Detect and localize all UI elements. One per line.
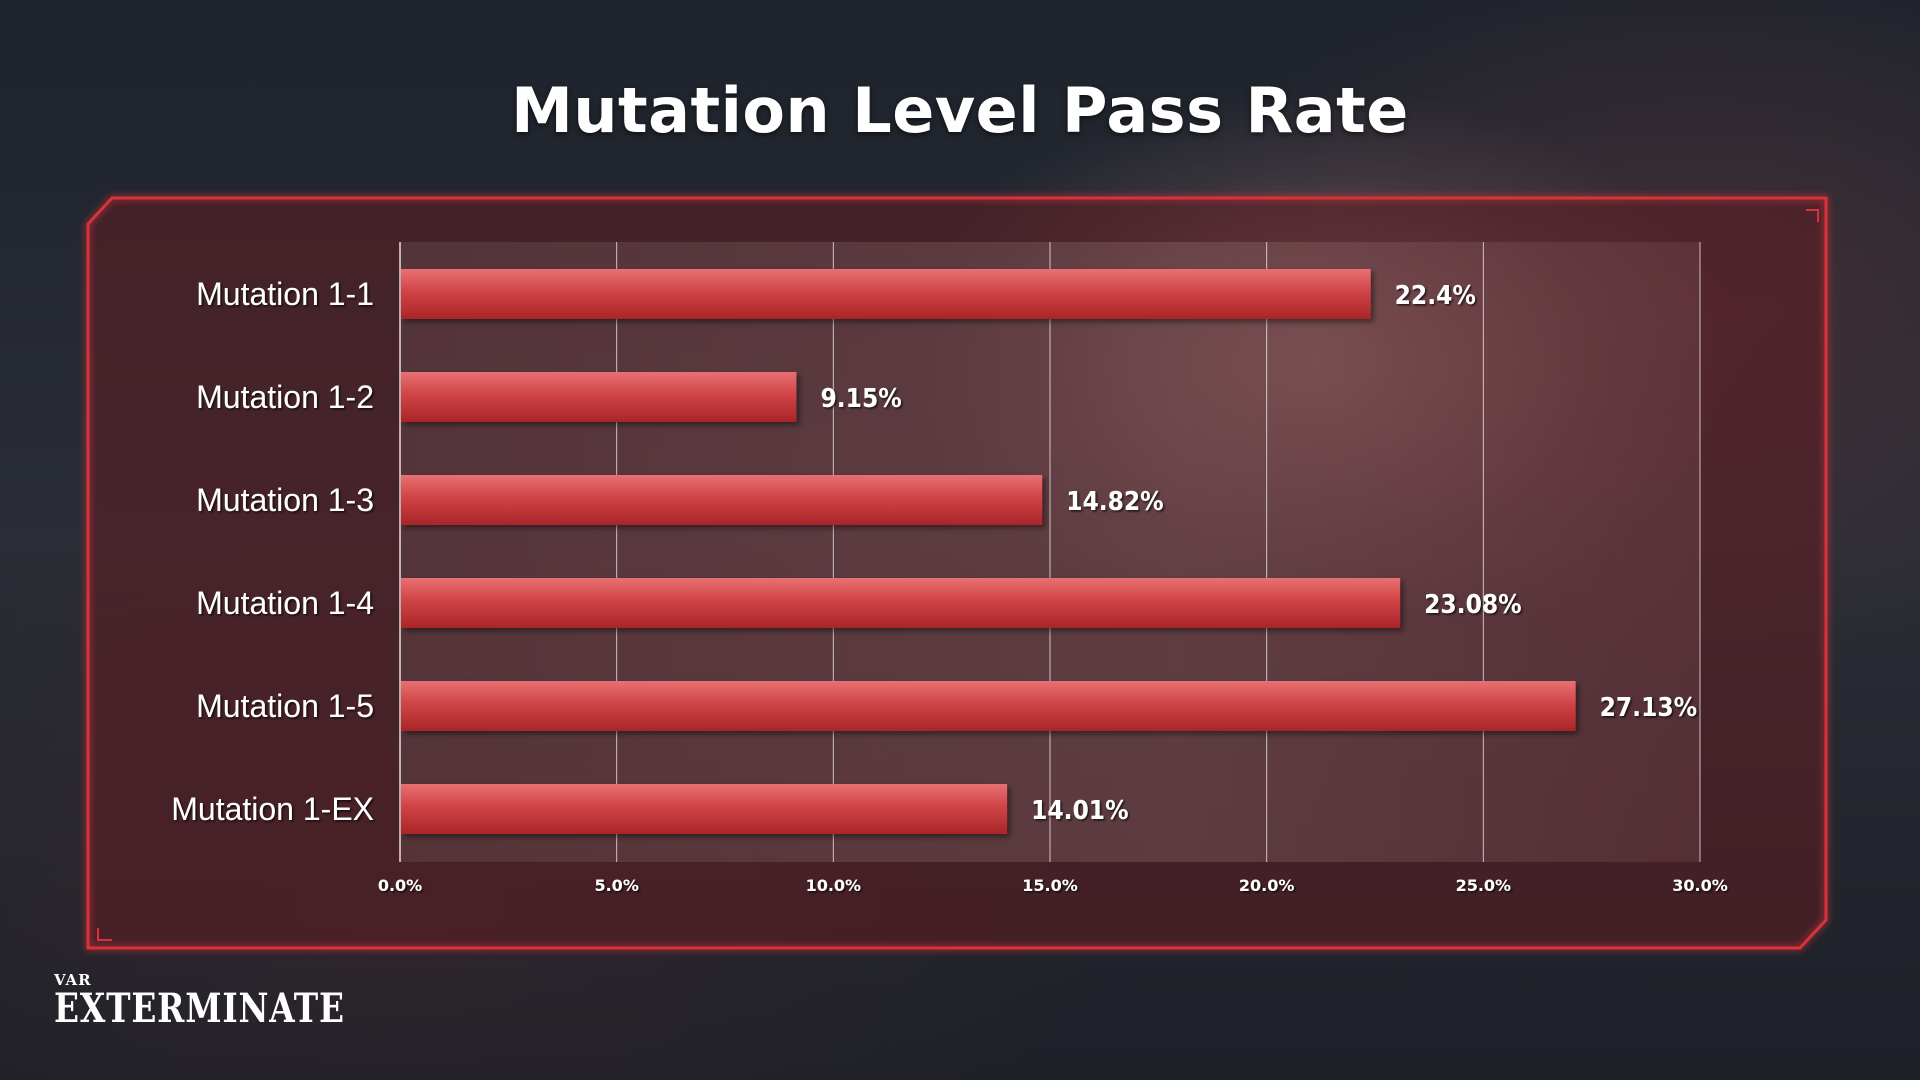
bar-mutation-1-ex [401,784,1008,834]
bar-mutation-1-5 [401,681,1576,731]
value-label: 27.13% [1600,693,1697,723]
bars [401,269,1576,834]
chart-title: Mutation Level Pass Rate [511,74,1409,147]
x-tick-label: 10.0% [806,876,862,895]
frame-border [86,196,1828,950]
x-tick-label: 0.0% [378,876,422,895]
category-label: Mutation 1-1 [196,276,374,312]
x-tick-label: 30.0% [1672,876,1728,895]
bar-mutation-1-1 [401,269,1371,319]
category-label: Mutation 1-3 [196,482,374,518]
x-tick-label: 5.0% [594,876,638,895]
bar-mutation-1-3 [401,475,1043,525]
value-label: 9.15% [821,384,902,414]
frame-corner-top-right [1806,209,1819,222]
value-label: 14.01% [1031,796,1128,826]
frame-corner-bottom-left [97,928,112,941]
x-tick-label: 15.0% [1022,876,1078,895]
category-label: Mutation 1-2 [196,379,374,415]
value-label: 22.4% [1395,281,1476,311]
labels: 0.0% 5.0% 10.0% 15.0% 20.0% 25.0% 30.0% Mutatio… [171,276,1728,895]
logo-small-text: VAR [54,971,92,989]
bar-mutation-1-2 [401,372,797,422]
gridlines [399,242,1701,862]
bar-mutation-1-4 [401,578,1401,628]
x-tick-label: 20.0% [1239,876,1295,895]
x-tick-label: 25.0% [1456,876,1512,895]
category-label: Mutation 1-5 [196,688,374,724]
category-label: Mutation 1-4 [196,585,374,621]
value-label: 23.08% [1424,590,1521,620]
category-label: Mutation 1-EX [171,791,374,827]
value-label: 14.82% [1066,487,1163,517]
exterminate-logo: VAR EXTERMINATE [54,972,409,1030]
logo-big-text: EXTERMINATE [54,985,345,1032]
